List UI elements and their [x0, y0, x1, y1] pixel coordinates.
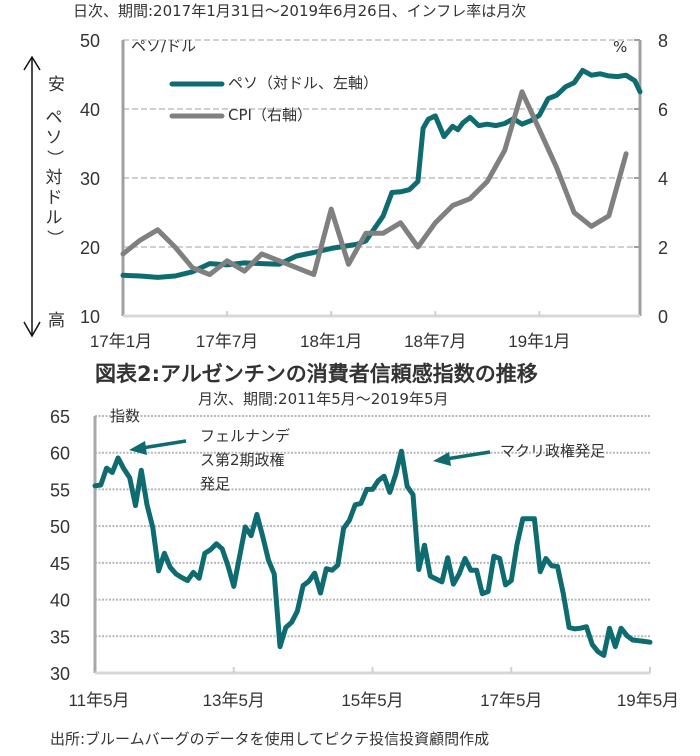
chart1-x-tick-label: 17年7月 [196, 332, 258, 351]
chart2-y-tick: 60 [50, 444, 70, 464]
chart2-y-tick: 45 [50, 554, 70, 574]
chart2-x-tick-label: 19年5月 [617, 691, 679, 710]
left-axis-label-char: ペ [45, 108, 63, 128]
chart1-x-tick-label: 18年1月 [300, 332, 362, 351]
annotation-macri-arrow [445, 450, 491, 461]
chart2-subtitle: 月次、期間:2011年5月～2019年5月 [198, 390, 449, 408]
left-axis-label-char: ソ [45, 128, 63, 148]
legend-peso-label: ペソ（対ドル、左軸） [228, 74, 379, 92]
chart1-left-tick: 40 [80, 100, 100, 120]
chart1-left-tick: 20 [80, 238, 100, 258]
arrow-up-icon [23, 55, 41, 71]
chart1-right-tick: 6 [658, 100, 668, 120]
chart1-subtitle: 日次、期間:2017年1月31日～2019年6月26日、インフレ率は月次 [73, 2, 527, 20]
chart2-y-tick: 55 [50, 480, 70, 500]
expensive-label: 高 [48, 311, 65, 331]
chart1-left-unit: ペソ/ドル [131, 37, 197, 55]
chart1-left-tick: 50 [80, 31, 100, 51]
chart1-left-tick: 10 [80, 307, 100, 327]
chart2-y-tick: 30 [50, 664, 70, 684]
left-axis-label-char: 対 [45, 168, 63, 188]
chart2-y-tick: 50 [50, 517, 70, 537]
annotation-fernandez-arrow [141, 439, 187, 450]
arrow-down-icon [23, 321, 41, 338]
annotation-fernandez-line2: ス第2期政権 [200, 451, 285, 469]
annotation-fernandez-line3: 発足 [200, 475, 231, 493]
chart2-y-tick: 40 [50, 591, 70, 611]
left-axis-label-char: ル [45, 208, 63, 228]
chart2-x-tick-label: 13年5月 [203, 691, 265, 710]
legend-cpi-label: CPI（右軸） [228, 106, 312, 124]
chart1-right-tick: 2 [658, 238, 668, 258]
chart1-x-tick-label: 19年1月 [508, 332, 570, 351]
chart1-x-tick-label: 18年7月 [404, 332, 466, 351]
source-note: 出所:ブルームバーグのデータを使用してピクテ投信投資顧問作成 [50, 730, 490, 748]
arrow-left-icon [433, 452, 451, 466]
annotation-macri: マクリ政権発足 [500, 442, 606, 460]
left-axis-label-char: ド [45, 188, 63, 208]
annotation-fernandez-line1: フェルナンデ [200, 427, 291, 445]
chart1-right-tick: 0 [658, 307, 668, 327]
chart1-right-tick: 4 [658, 169, 668, 189]
chart1-x-tick-label: 17年1月 [90, 332, 152, 351]
cpi-line [120, 89, 629, 278]
chart1-right-tick: 8 [658, 31, 668, 51]
chart2-x-tick-label: 11年5月 [68, 691, 129, 710]
cheap-label: 安 [48, 75, 65, 95]
chart1-left-tick: 30 [80, 169, 100, 189]
peso-line [120, 67, 643, 280]
chart2-x-tick-label: 17年5月 [480, 691, 542, 710]
chart2-y-tick: 65 [50, 407, 70, 427]
arrow-left-icon [129, 441, 147, 455]
chart2-title: 図表2:アルゼンチンの消費者信頼感指数の推移 [95, 362, 538, 386]
chart2-ylabel: 指数 [110, 407, 141, 425]
consumer-confidence-line [92, 448, 653, 658]
chart2-x-tick-label: 15年5月 [341, 691, 403, 710]
chart1-right-unit: % [613, 38, 628, 56]
chart2-y-tick: 35 [50, 627, 70, 647]
